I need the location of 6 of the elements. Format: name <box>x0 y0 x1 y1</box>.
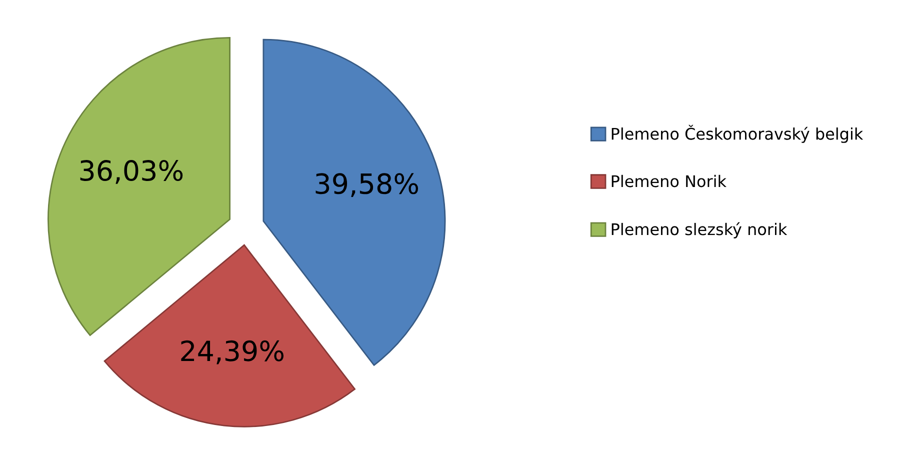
data-label: 39,58% <box>316 173 418 198</box>
legend-label: Plemeno Českomoravský belgik <box>612 124 864 143</box>
legend-label: Plemeno Norik <box>612 174 726 188</box>
data-label: 24,39% <box>181 340 284 364</box>
legend-label: Plemeno slezský norik <box>612 222 788 238</box>
data-label: 36,03% <box>80 160 183 184</box>
